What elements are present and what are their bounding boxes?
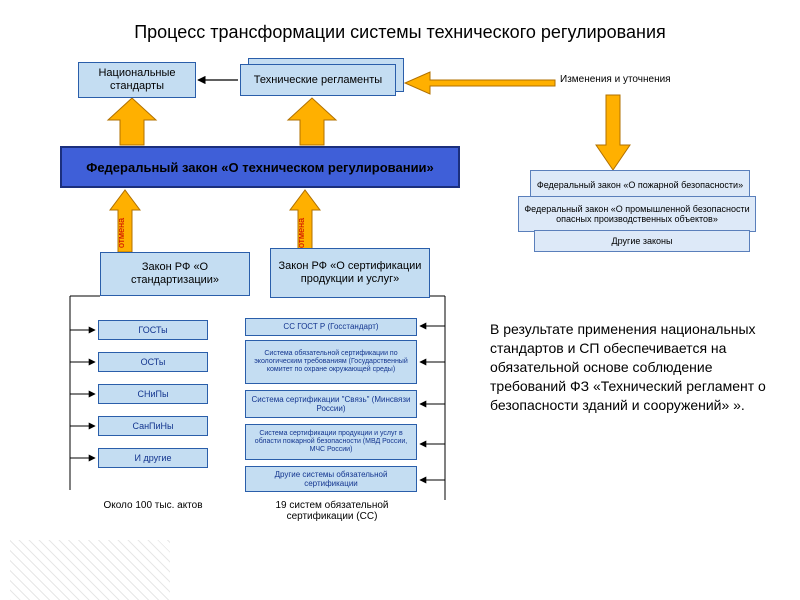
left-item-3: СанПиНы — [98, 416, 208, 436]
item-label: Система обязательной сертификации по эко… — [250, 350, 412, 374]
cancelled-label-left: отмена — [116, 200, 126, 248]
right-law-1: Федеральный закон «О промышленной безопа… — [518, 196, 756, 232]
law-banner: Федеральный закон «О техническом регулир… — [60, 146, 460, 188]
item-label: Система сертификации "Связь" (Минсвязи Р… — [250, 395, 412, 413]
item-label: СС ГОСТ Р (Госстандарт) — [283, 322, 378, 331]
result-paragraph: В результате применения национальных ста… — [490, 320, 770, 414]
item-label: И другие — [135, 453, 172, 463]
decorative-hatch — [10, 540, 170, 600]
page-title: Процесс трансформации системы техническо… — [0, 22, 800, 43]
item-label: СНиПы — [138, 389, 169, 399]
box-label: Закон РФ «О стандартизации» — [105, 261, 245, 286]
box-tech-regs: Технические регламенты — [240, 64, 396, 96]
box-law-standardization: Закон РФ «О стандартизации» — [100, 252, 250, 296]
box-label: Технические регламенты — [254, 74, 382, 87]
center-item-3: Система сертификации продукции и услуг в… — [245, 424, 417, 460]
item-label: СанПиНы — [132, 421, 173, 431]
center-stack-caption: 19 систем обязательной сертификации (СС) — [252, 500, 412, 522]
item-label: Другие системы обязательной сертификации — [250, 470, 412, 488]
left-item-2: СНиПы — [98, 384, 208, 404]
changes-annotation: Изменения и уточнения — [560, 74, 671, 85]
center-item-4: Другие системы обязательной сертификации — [245, 466, 417, 492]
box-law-certification: Закон РФ «О сертификации продукции и усл… — [270, 248, 430, 298]
left-item-1: ОСТы — [98, 352, 208, 372]
law-banner-text: Федеральный закон «О техническом регулир… — [86, 160, 434, 175]
left-item-0: ГОСТы — [98, 320, 208, 340]
cancelled-label-right: отмена — [296, 200, 306, 248]
right-law-2: Другие законы — [534, 230, 750, 252]
left-item-4: И другие — [98, 448, 208, 468]
item-label: Система сертификации продукции и услуг в… — [250, 430, 412, 454]
changes-label: Изменения и уточнения — [560, 74, 671, 85]
left-stack-caption: Около 100 тыс. актов — [88, 500, 218, 511]
item-label: Федеральный закон «О пожарной безопаснос… — [537, 180, 743, 190]
item-label: ГОСТы — [138, 325, 167, 335]
center-item-0: СС ГОСТ Р (Госстандарт) — [245, 318, 417, 336]
item-label: Другие законы — [612, 236, 673, 246]
box-label: Закон РФ «О сертификации продукции и усл… — [275, 260, 425, 285]
center-item-2: Система сертификации "Связь" (Минсвязи Р… — [245, 390, 417, 418]
box-label: Национальные стандарты — [83, 67, 191, 92]
box-national-standards: Национальные стандарты — [78, 62, 196, 98]
center-item-1: Система обязательной сертификации по эко… — [245, 340, 417, 384]
item-label: Федеральный закон «О промышленной безопа… — [523, 204, 751, 225]
item-label: ОСТы — [141, 357, 166, 367]
